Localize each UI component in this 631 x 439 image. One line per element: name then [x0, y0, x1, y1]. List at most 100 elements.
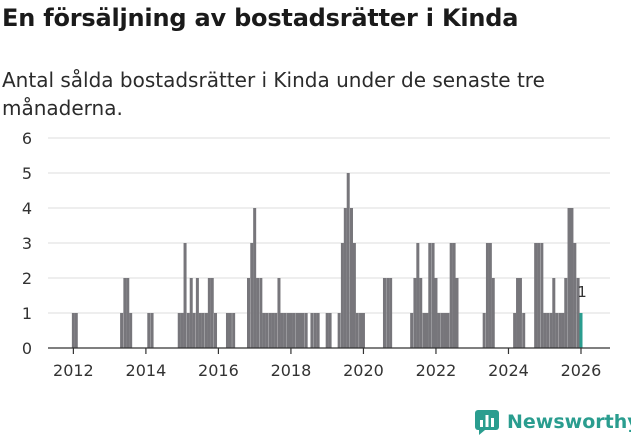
bar	[437, 313, 441, 348]
bar	[522, 313, 526, 348]
bar	[452, 243, 456, 348]
bar	[207, 278, 211, 348]
x-tick-label: 2016	[198, 361, 239, 380]
bar	[352, 243, 356, 348]
bar	[570, 208, 574, 348]
bar	[298, 313, 302, 348]
bar	[214, 313, 218, 348]
bar	[277, 278, 281, 348]
bar	[455, 278, 459, 348]
bar	[573, 243, 577, 348]
bar	[422, 313, 426, 348]
bar	[558, 313, 562, 348]
bar	[419, 278, 423, 348]
bar	[434, 278, 438, 348]
bar	[250, 243, 254, 348]
bar	[120, 313, 124, 348]
bar	[210, 278, 214, 348]
bar	[286, 313, 290, 348]
bar	[304, 313, 308, 348]
y-tick-label: 0	[22, 339, 32, 358]
bar	[516, 278, 520, 348]
bar	[129, 313, 133, 348]
bar	[576, 278, 580, 348]
x-tick-label: 2012	[53, 361, 94, 380]
bar	[561, 313, 565, 348]
bar	[413, 278, 417, 348]
bar	[183, 243, 187, 348]
bar	[449, 243, 453, 348]
bar	[564, 278, 568, 348]
newsworthy-icon	[475, 410, 499, 435]
bar	[180, 313, 184, 348]
bar	[259, 278, 263, 348]
bar	[247, 278, 251, 348]
bar	[310, 313, 314, 348]
x-tick-label: 2020	[343, 361, 384, 380]
y-tick-label: 6	[22, 129, 32, 148]
bar	[225, 313, 229, 348]
bar	[177, 313, 181, 348]
bar	[186, 313, 190, 348]
bar	[518, 278, 522, 348]
bar	[328, 313, 332, 348]
bar	[349, 208, 353, 348]
x-tick-label: 2022	[416, 361, 457, 380]
bar	[271, 313, 275, 348]
bar	[425, 313, 429, 348]
bar	[228, 313, 232, 348]
bar	[337, 313, 341, 348]
bar	[443, 313, 447, 348]
bar	[232, 313, 236, 348]
bar	[446, 313, 450, 348]
bar	[198, 313, 202, 348]
bar	[295, 313, 299, 348]
bar	[552, 278, 556, 348]
bar	[355, 313, 359, 348]
bar	[150, 313, 154, 348]
y-tick-label: 5	[22, 164, 32, 183]
bar	[428, 243, 432, 348]
bar	[313, 313, 317, 348]
bar	[440, 313, 444, 348]
x-tick-label: 2024	[488, 361, 529, 380]
bar	[195, 278, 199, 348]
bar	[126, 278, 130, 348]
bar	[382, 278, 386, 348]
bar	[204, 313, 208, 348]
bar	[147, 313, 151, 348]
bar	[491, 278, 495, 348]
y-tick-label: 1	[22, 304, 32, 323]
bar	[485, 243, 489, 348]
newsworthy-logo: Newsworthy	[475, 408, 631, 436]
bar	[192, 313, 196, 348]
chart-subtitle: Antal sålda bostadsrätter i Kinda under …	[2, 68, 545, 120]
bar	[201, 313, 205, 348]
bar	[543, 313, 547, 348]
chart-title: En försäljning av bostadsrätter i Kinda	[2, 4, 519, 32]
bar	[71, 313, 75, 348]
bar	[482, 313, 486, 348]
bar	[416, 243, 420, 348]
bar	[431, 243, 435, 348]
bar	[546, 313, 550, 348]
x-tick-label: 2026	[561, 361, 602, 380]
x-tick-label: 2014	[126, 361, 167, 380]
bar	[567, 208, 571, 348]
bar	[274, 313, 278, 348]
bar	[268, 313, 272, 348]
bar	[301, 313, 305, 348]
bar	[262, 313, 266, 348]
bar	[256, 278, 260, 348]
bar	[537, 243, 541, 348]
bar	[549, 313, 553, 348]
bar-highlight	[579, 313, 583, 348]
bar	[280, 313, 284, 348]
bar	[123, 278, 127, 348]
x-tick-label: 2018	[271, 361, 312, 380]
bar	[555, 313, 559, 348]
bar	[361, 313, 365, 348]
bar	[410, 313, 414, 348]
bar	[359, 313, 363, 348]
